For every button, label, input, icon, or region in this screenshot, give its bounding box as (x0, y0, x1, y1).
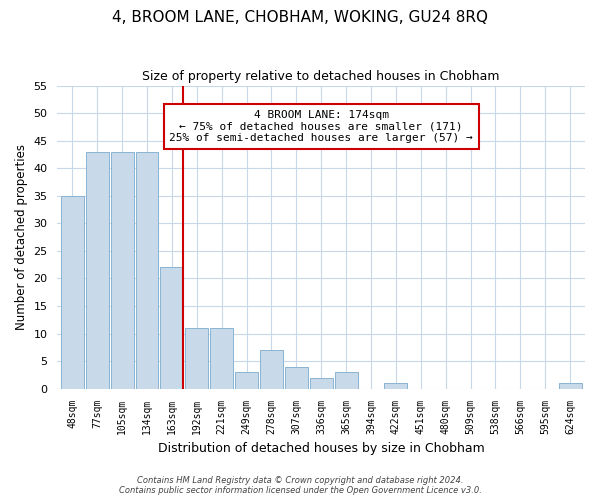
Bar (136, 152, 158, 388)
Bar (86, 152, 109, 388)
Text: 4 BROOM LANE: 174sqm
← 75% of detached houses are smaller (171)
25% of semi-deta: 4 BROOM LANE: 174sqm ← 75% of detached h… (169, 110, 473, 143)
Text: 4, BROOM LANE, CHOBHAM, WOKING, GU24 8RQ: 4, BROOM LANE, CHOBHAM, WOKING, GU24 8RQ (112, 10, 488, 25)
Bar (160, 268, 184, 388)
Bar (559, 383, 581, 388)
Y-axis label: Number of detached properties: Number of detached properties (15, 144, 28, 330)
Text: Contains HM Land Registry data © Crown copyright and database right 2024.
Contai: Contains HM Land Registry data © Crown c… (119, 476, 481, 495)
Bar (285, 366, 308, 388)
X-axis label: Distribution of detached houses by size in Chobham: Distribution of detached houses by size … (158, 442, 485, 455)
Bar (335, 372, 358, 388)
Bar (185, 328, 208, 388)
Bar (310, 378, 332, 388)
Bar (385, 383, 407, 388)
Bar (61, 196, 84, 388)
Title: Size of property relative to detached houses in Chobham: Size of property relative to detached ho… (142, 70, 500, 83)
Bar (210, 328, 233, 388)
Bar (235, 372, 258, 388)
Bar (110, 152, 134, 388)
Bar (260, 350, 283, 389)
